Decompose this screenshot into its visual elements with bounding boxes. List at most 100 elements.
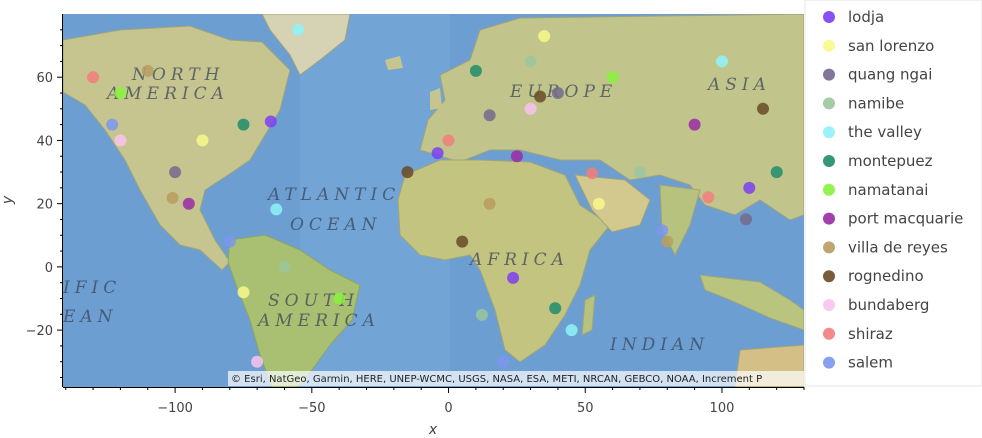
point-bundaberg-1[interactable] <box>251 355 264 368</box>
point-villa-de-reyes-0[interactable] <box>166 192 179 204</box>
point-port-macquarie-3[interactable] <box>688 118 701 131</box>
y-tick-label: 0 <box>45 261 53 276</box>
legend-item-namatanai[interactable]: namatanai <box>823 181 928 199</box>
point-namibe-0[interactable] <box>475 308 488 321</box>
legend-swatch <box>823 126 835 139</box>
legend-item-port-macquarie[interactable]: port macquarie <box>823 210 963 228</box>
point-the-valley-0[interactable] <box>270 203 283 216</box>
legend-swatch <box>823 183 835 196</box>
legend-item-salem[interactable]: salem <box>823 354 893 372</box>
legend-item-lodja[interactable]: lodja <box>823 8 884 26</box>
point-quang-ngai-2[interactable] <box>169 166 182 179</box>
point-montepuez-0[interactable] <box>549 302 562 315</box>
point-villa-de-reyes-2[interactable] <box>141 64 154 77</box>
point-quang-ngai-0[interactable] <box>740 213 752 226</box>
legend-label: lodja <box>848 8 884 26</box>
legend-swatch <box>823 155 835 167</box>
legend-item-shiraz[interactable]: shiraz <box>823 325 893 343</box>
point-lodja-2[interactable] <box>743 181 756 194</box>
legend-label: quang ngai <box>848 66 932 84</box>
point-the-valley-1[interactable] <box>716 55 728 68</box>
point-rognedino-1[interactable] <box>401 166 414 179</box>
point-namibe-3[interactable] <box>524 55 537 68</box>
point-montepuez-3[interactable] <box>469 64 482 77</box>
legend-swatch <box>823 68 835 81</box>
point-namatanai-1[interactable] <box>114 87 127 99</box>
point-montepuez-2[interactable] <box>770 166 783 179</box>
point-namatanai-2[interactable] <box>606 71 619 84</box>
legend-label: the valley <box>848 123 922 141</box>
point-lodja-0[interactable] <box>507 271 520 284</box>
legend-label: bundaberg <box>848 296 929 314</box>
iceland-landmass <box>385 56 403 70</box>
eurasia-landmass <box>419 14 804 221</box>
point-villa-de-reyes-3[interactable] <box>661 235 674 248</box>
point-the-valley-2[interactable] <box>292 23 305 36</box>
point-bundaberg-3[interactable] <box>114 134 127 147</box>
y-tick-label: −20 <box>26 324 53 339</box>
point-san-lorenzo-2[interactable] <box>196 134 209 147</box>
point-salem-2[interactable] <box>497 355 510 368</box>
legend-item-the-valley[interactable]: the valley <box>823 123 922 141</box>
legend-swatch <box>823 356 835 369</box>
point-salem-3[interactable] <box>223 235 236 248</box>
point-lodja-3[interactable] <box>431 147 444 160</box>
point-rognedino-3[interactable] <box>456 235 469 248</box>
point-quang-ngai-1[interactable] <box>551 87 564 99</box>
region-label-south: SOUTH <box>268 291 359 311</box>
legend-swatch <box>823 270 835 283</box>
legend-item-bundaberg[interactable]: bundaberg <box>823 296 929 314</box>
attribution-background <box>228 371 804 386</box>
legend-item-quang-ngai[interactable]: quang ngai <box>823 66 932 84</box>
south-america-landmass <box>227 234 361 387</box>
point-san-lorenzo-3[interactable] <box>592 197 605 210</box>
point-salem-1[interactable] <box>106 118 119 131</box>
region-label-ocean: OCEAN <box>290 215 382 235</box>
point-the-valley-3[interactable] <box>565 324 578 337</box>
x-tick-label: −50 <box>298 401 325 416</box>
point-lodja-1[interactable] <box>264 115 277 128</box>
point-shiraz-0[interactable] <box>586 167 599 180</box>
point-namibe-2[interactable] <box>278 260 291 273</box>
y-ticks: −20 0 20 40 60 <box>26 29 63 379</box>
legend-item-rognedino[interactable]: rognedino <box>823 267 924 285</box>
x-axis-label: x <box>428 422 438 434</box>
point-namibe-1[interactable] <box>633 166 646 179</box>
point-salem-0[interactable] <box>656 224 669 237</box>
point-shiraz-2[interactable] <box>442 134 455 147</box>
region-label-pacific: IFIC <box>62 278 121 298</box>
y-tick-label: 40 <box>36 134 53 149</box>
y-tick-label: 20 <box>36 198 53 213</box>
y-tick-label: 60 <box>36 71 53 86</box>
legend-item-san-lorenzo[interactable]: san lorenzo <box>823 37 934 55</box>
region-label-south-america: AMERICA <box>256 311 380 331</box>
point-montepuez-1[interactable] <box>237 118 250 131</box>
legend-item-montepuez[interactable]: montepuez <box>823 152 933 170</box>
point-port-macquarie-2[interactable] <box>510 150 523 163</box>
point-san-lorenzo-0[interactable] <box>237 286 250 299</box>
legend-item-namibe[interactable]: namibe <box>823 94 904 112</box>
point-rognedino-0[interactable] <box>534 90 547 103</box>
point-namatanai-3[interactable] <box>333 292 346 305</box>
basemap: NORTH AMERICA ATLANTIC OCEAN EUROPE ASIA… <box>62 14 804 387</box>
x-ticks: −100 −50 0 50 100 <box>65 387 805 416</box>
point-rognedino-2[interactable] <box>757 102 769 115</box>
legend-label: montepuez <box>848 152 933 170</box>
legend-swatch <box>823 11 835 23</box>
legend-item-villa-de-reyes[interactable]: villa de reyes <box>823 238 948 256</box>
point-shiraz-1[interactable] <box>87 71 100 84</box>
scatter-points <box>87 23 783 368</box>
region-label-africa: AFRICA <box>468 250 569 270</box>
x-tick-label: −100 <box>157 401 193 416</box>
region-label-atlantic: ATLANTIC <box>266 185 400 205</box>
point-san-lorenzo-1[interactable] <box>538 30 551 43</box>
legend-swatch <box>823 299 835 311</box>
legend-swatch <box>823 97 835 110</box>
arabia-landmass <box>574 174 651 233</box>
point-port-macquarie-1[interactable] <box>182 197 195 210</box>
point-shiraz-3[interactable] <box>702 191 715 204</box>
point-quang-ngai-3[interactable] <box>483 109 496 122</box>
point-villa-de-reyes-1[interactable] <box>483 197 496 210</box>
point-bundaberg-2[interactable] <box>524 102 537 115</box>
